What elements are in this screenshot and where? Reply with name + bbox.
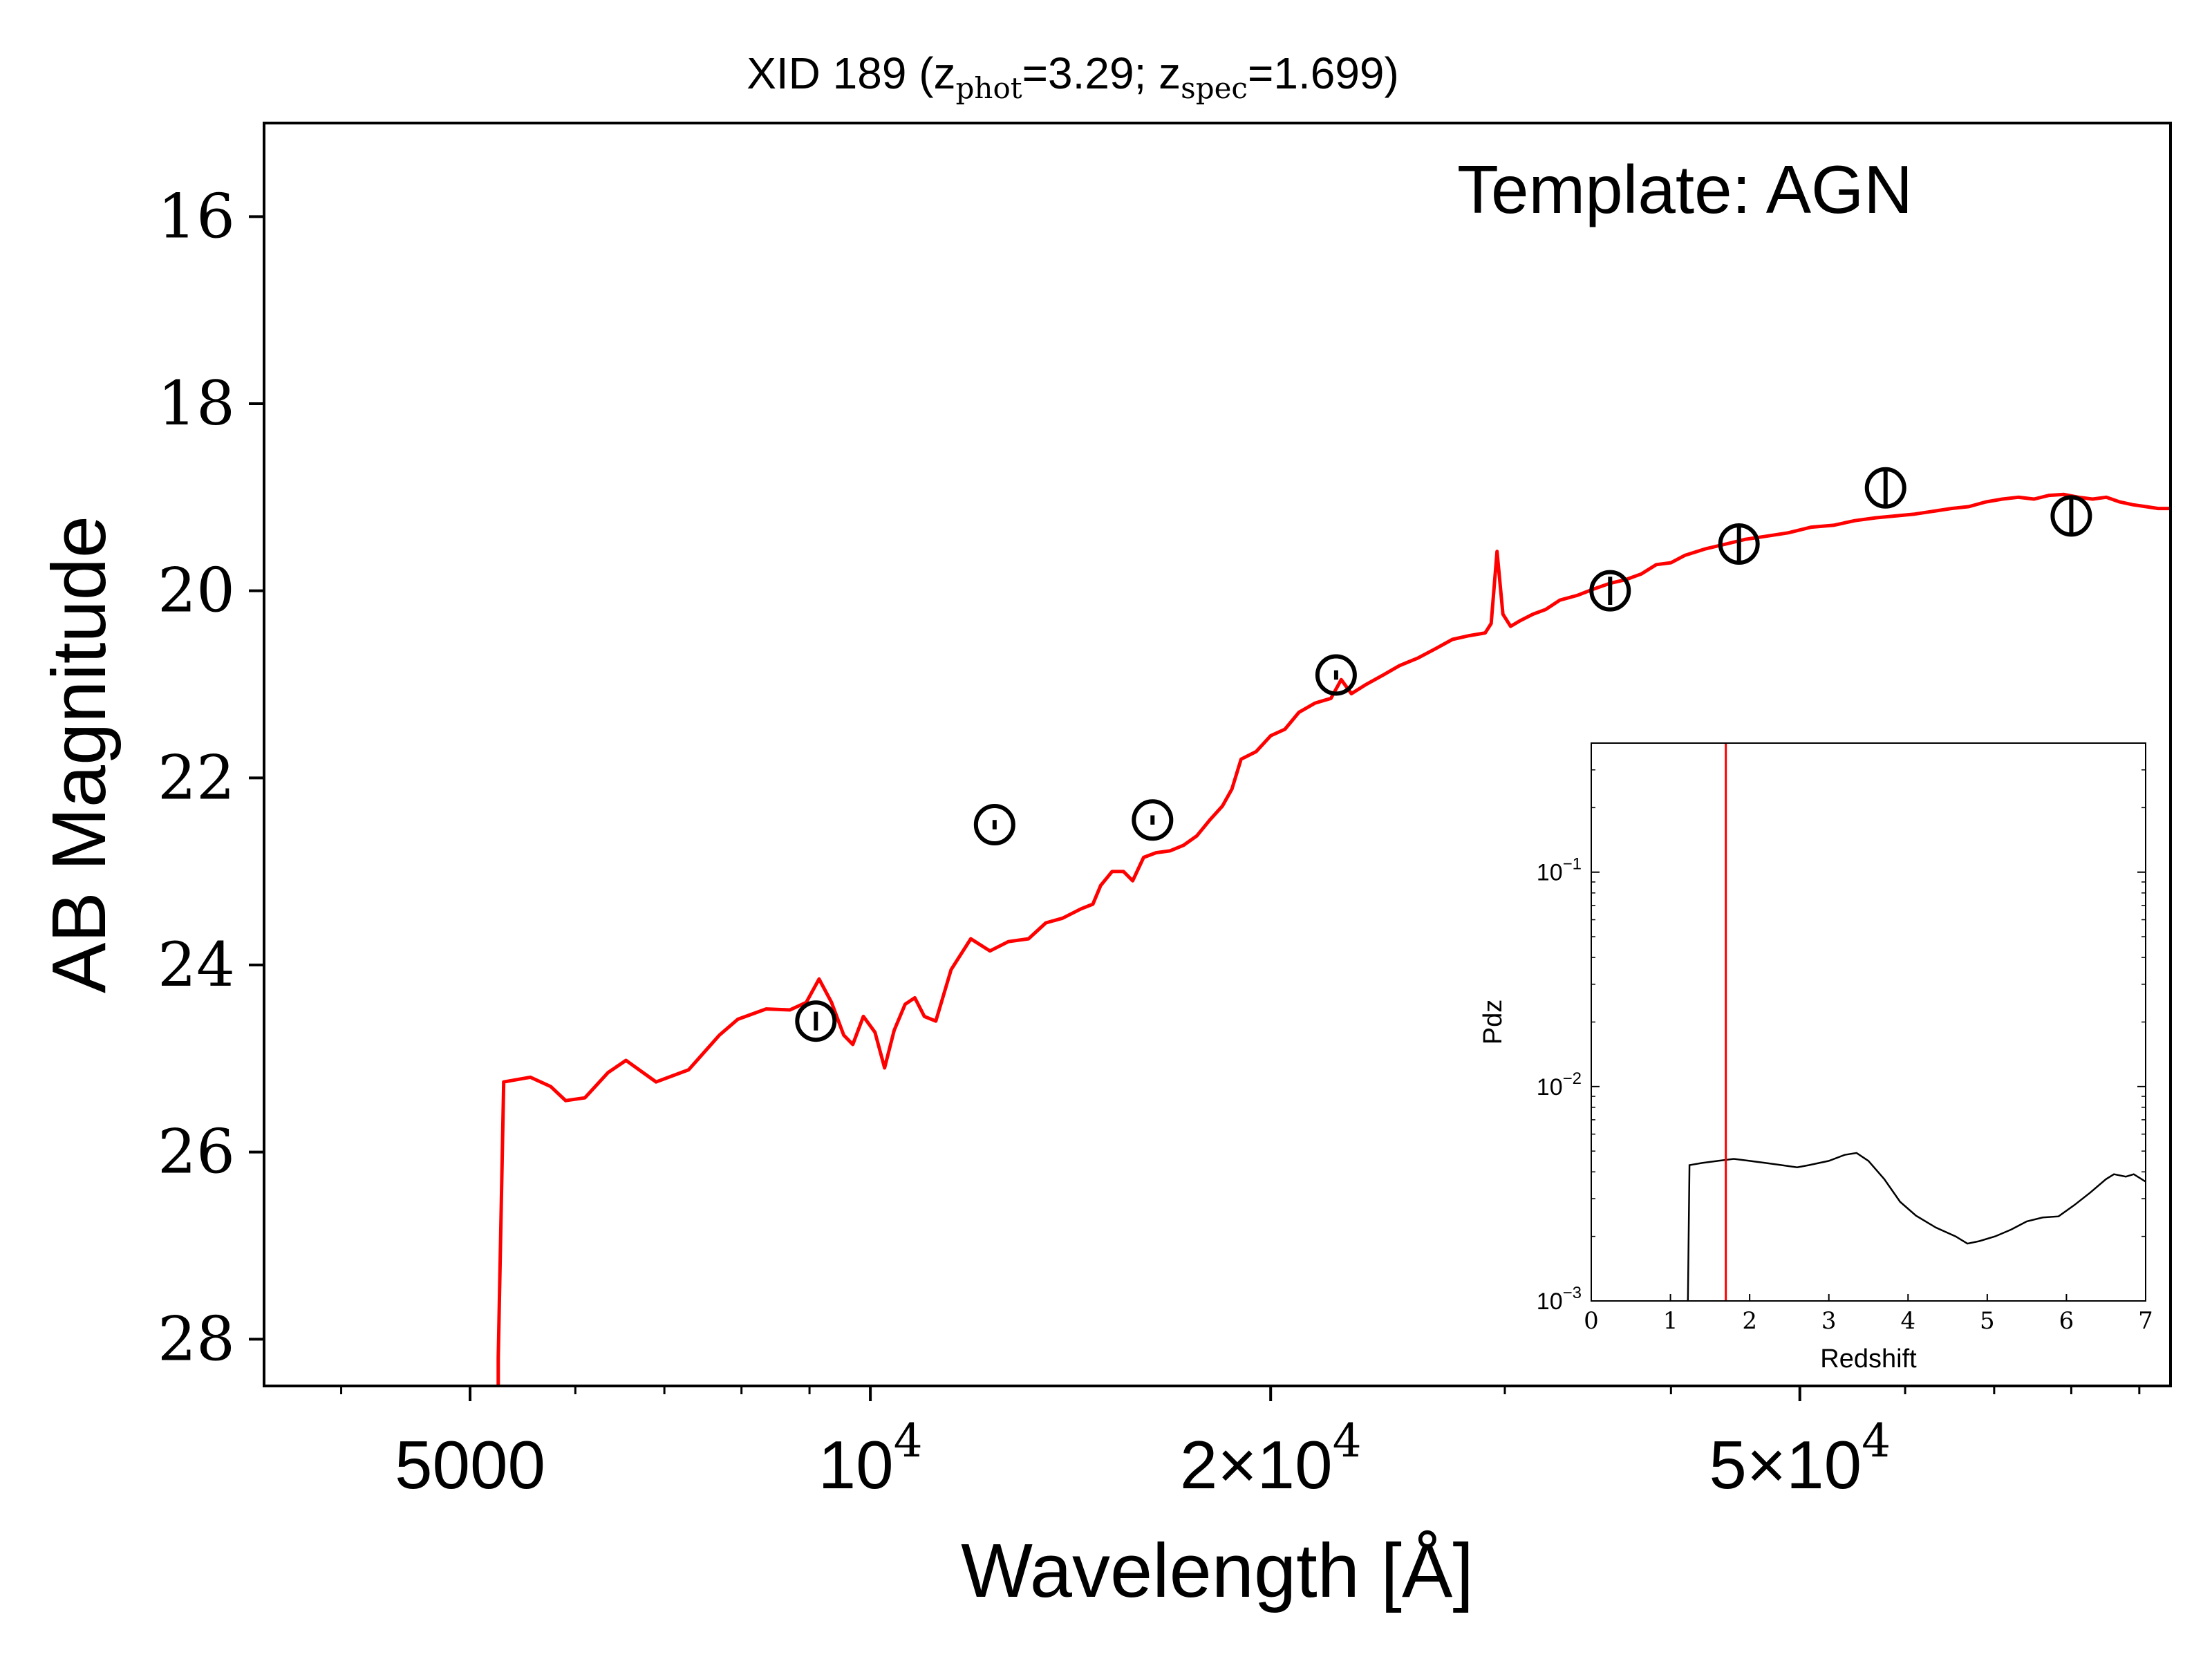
chart-title-sub-phot: phot xyxy=(956,71,1022,105)
inset-x-tick-label: 6 xyxy=(2059,1307,2074,1335)
inset-series-group xyxy=(1687,743,2146,1302)
y-tick-label: 18 xyxy=(158,368,235,439)
pdz-curve xyxy=(1687,1152,2146,1302)
main-axes-frame xyxy=(263,122,2172,1387)
observed-point xyxy=(1718,523,1760,565)
inset-y-tick-label: 10−2 xyxy=(1537,1069,1582,1100)
inset-ticks-group: 0 1 2 3 4 5 6 7 10−3 10−2 10−1 xyxy=(1537,742,2153,1335)
inset-background xyxy=(1465,734,2169,1384)
observed-point xyxy=(1589,570,1631,612)
template-annotation: Template: AGN xyxy=(1457,151,1913,227)
inset-y-axis-label: Pdz xyxy=(1479,1000,1508,1044)
y-tick-label: 22 xyxy=(158,742,235,813)
y-tick-label: 26 xyxy=(158,1116,235,1188)
observed-point xyxy=(1864,467,1906,509)
inset-y-tick-label: 10−3 xyxy=(1537,1284,1582,1315)
x-axis-label: Wavelength [Å] xyxy=(961,1528,1474,1613)
model-sed-line xyxy=(496,492,2171,1386)
y-tick-label: 24 xyxy=(158,929,235,1000)
x-tick-label: 5000 xyxy=(395,1427,545,1503)
y-axis-label: AB Magnitude xyxy=(37,516,122,993)
inset-x-tick-label: 2 xyxy=(1742,1307,1757,1335)
y-tick-label: 20 xyxy=(158,555,235,626)
observed-point xyxy=(973,804,1015,845)
pdz-inset-panel: 0 1 2 3 4 5 6 7 10−3 10−2 10−1 Redshift Pdz xyxy=(1465,734,2169,1384)
inset-x-tick-label: 7 xyxy=(2138,1307,2153,1335)
main-series-group xyxy=(496,467,2171,1386)
x-tick-label: 2×104 xyxy=(1180,1414,1362,1503)
x-tick-label: 5×104 xyxy=(1709,1414,1891,1503)
y-tick-label: 28 xyxy=(158,1303,235,1374)
observed-point xyxy=(2050,495,2092,537)
inset-y-tick-label: 10−1 xyxy=(1537,855,1582,886)
observed-point xyxy=(795,1000,837,1042)
x-tick-label: 104 xyxy=(818,1414,923,1503)
chart-title-suffix: =1.699) xyxy=(1248,48,1399,98)
chart-title-sub-spec: spec xyxy=(1181,71,1248,105)
chart-title-mid: =3.29; z xyxy=(1022,48,1181,98)
inset-x-axis-label: Redshift xyxy=(1820,1344,1917,1374)
inset-x-tick-label: 4 xyxy=(1900,1307,1915,1335)
chart-title-prefix: XID 189 (z xyxy=(747,48,955,98)
inset-x-tick-label: 5 xyxy=(1980,1307,1995,1335)
y-tick-label: 16 xyxy=(158,180,235,252)
observed-point xyxy=(1315,654,1357,696)
inset-x-tick-label: 1 xyxy=(1663,1307,1678,1335)
observed-point xyxy=(1132,799,1174,841)
chart-title: XID 189 (zphot=3.29; zspec=1.699) xyxy=(747,48,1399,105)
inset-x-tick-label: 0 xyxy=(1584,1307,1599,1335)
inset-x-tick-label: 3 xyxy=(1821,1307,1837,1335)
